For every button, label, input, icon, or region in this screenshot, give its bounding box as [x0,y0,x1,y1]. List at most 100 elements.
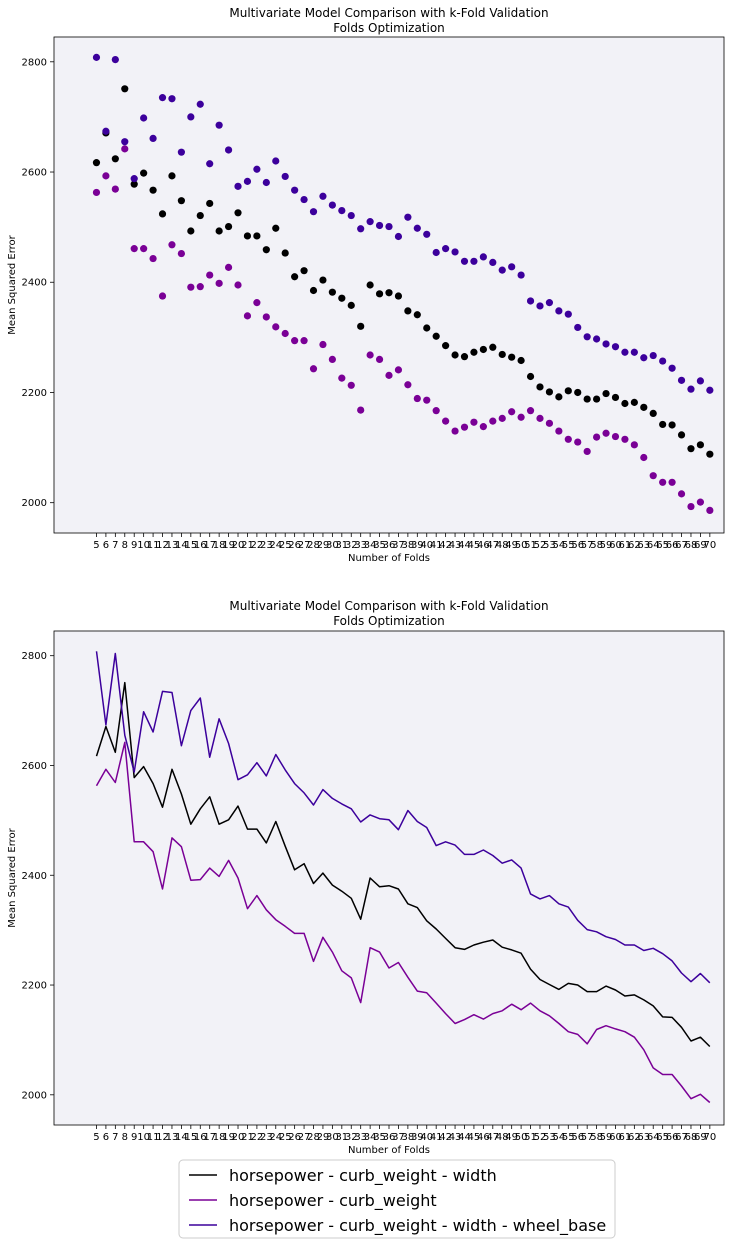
data-point [583,333,591,341]
data-point [545,299,554,307]
data-point [479,423,487,431]
x-tick-label: 70 [703,540,716,551]
x-tick-label: 59 [600,540,613,551]
chart-subtitle: Folds Optimization [333,21,445,35]
x-tick-label: 68 [685,1132,698,1143]
x-tick-label: 49 [505,540,518,551]
x-tick-label: 63 [637,540,650,551]
data-point [309,208,318,216]
data-point [489,258,497,267]
data-point [224,222,233,231]
x-tick-label: 20 [232,540,245,551]
data-point [687,502,695,511]
series-line [95,681,711,1048]
x-tick-label: 46 [477,1132,490,1143]
data-point [300,267,308,275]
series-3 [95,651,711,984]
data-point [291,273,299,281]
x-tick-label: 37 [392,540,405,551]
series-line [95,741,711,1104]
data-point [413,311,421,319]
data-point [281,249,289,257]
data-point [102,172,110,180]
x-tick-label: 41 [430,1132,443,1143]
data-point [130,180,138,188]
series-line [95,651,711,984]
data-point [555,393,563,401]
data-point [423,230,431,238]
y-tick-label: 2000 [22,498,47,509]
x-tick-label: 54 [552,1132,565,1143]
data-point [206,199,214,208]
data-point [130,245,138,253]
data-point [687,385,695,393]
data-point [357,225,365,233]
data-point [234,209,242,217]
x-tick-label: 68 [685,540,698,551]
data-point [206,160,214,168]
x-tick-label: 44 [458,540,471,551]
data-point [555,307,563,315]
x-tick-label: 19 [222,540,235,551]
x-tick-label: 12 [156,1132,169,1143]
data-point [338,374,346,382]
data-point [215,227,223,235]
x-tick-label: 14 [175,540,188,551]
data-point [630,398,638,406]
x-tick-label: 18 [213,540,226,551]
x-tick-label: 15 [184,540,197,551]
x-tick-label: 60 [609,540,622,551]
x-tick-label: 67 [675,540,688,551]
data-point [668,421,676,429]
data-point [659,478,667,486]
data-point [168,241,176,249]
data-point [677,376,686,384]
x-tick-label: 10 [137,1132,150,1143]
data-point [347,301,355,309]
data-point [394,292,403,300]
data-point [375,221,384,230]
x-tick-label: 5 [93,540,99,551]
x-tick-label: 17 [203,540,216,551]
data-point [706,450,714,458]
data-point [347,381,355,389]
x-tick-label: 21 [241,540,254,551]
x-tick-label: 42 [439,1132,452,1143]
data-point [224,146,233,154]
data-point [668,364,676,372]
x-tick-label: 43 [449,1132,462,1143]
data-point [611,393,620,402]
chart-title: Multivariate Model Comparison with k-Fol… [229,599,548,613]
data-point [149,186,157,194]
data-point [696,377,705,385]
x-tick-label: 35 [373,1132,386,1143]
data-point [394,366,403,374]
data-point [262,313,270,321]
data-point [168,95,176,103]
data-point [526,372,535,381]
data-point [291,337,299,345]
y-tick-label: 2800 [22,57,47,68]
data-point [517,356,525,365]
axes-frame [53,36,725,534]
data-point [243,177,252,185]
legend-label: horsepower - curb_weight - width [229,1166,497,1186]
series-2 [92,145,714,515]
x-tick-label: 15 [184,1132,197,1143]
data-point [366,351,374,359]
data-point [630,441,638,449]
y-tick-label: 2600 [22,168,47,179]
x-tick-label: 45 [468,1132,481,1143]
x-tick-label: 57 [581,1132,594,1143]
data-point [621,348,629,356]
series-1 [92,85,714,458]
data-point [347,211,355,220]
data-point [158,210,167,218]
data-point [272,157,280,165]
data-point [281,329,289,338]
x-tick-label: 39 [411,1132,424,1143]
data-point [593,395,601,403]
data-point [366,281,374,289]
x-tick-label: 25 [279,540,292,551]
